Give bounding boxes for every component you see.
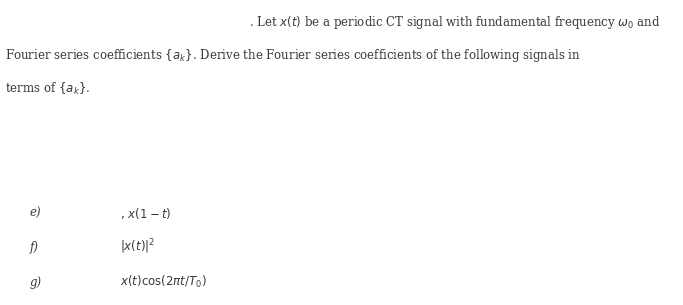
Text: $,\, x(1-t)$: $,\, x(1-t)$ — [120, 206, 171, 221]
Text: g): g) — [29, 276, 42, 289]
Text: e): e) — [29, 207, 41, 220]
Text: . Let $x(t)$ be a periodic CT signal with fundamental frequency $\omega_0$ and: . Let $x(t)$ be a periodic CT signal wit… — [249, 14, 661, 31]
Text: $x(t)\cos(2\pi t/T_0)$: $x(t)\cos(2\pi t/T_0)$ — [120, 274, 206, 290]
Text: Fourier series coefficients $\{a_k\}$. Derive the Fourier series coefficients of: Fourier series coefficients $\{a_k\}$. D… — [5, 47, 581, 64]
Text: terms of $\{a_k\}$.: terms of $\{a_k\}$. — [5, 81, 91, 97]
Text: f): f) — [29, 241, 38, 253]
Text: $|x(t)|^2$: $|x(t)|^2$ — [120, 238, 155, 256]
